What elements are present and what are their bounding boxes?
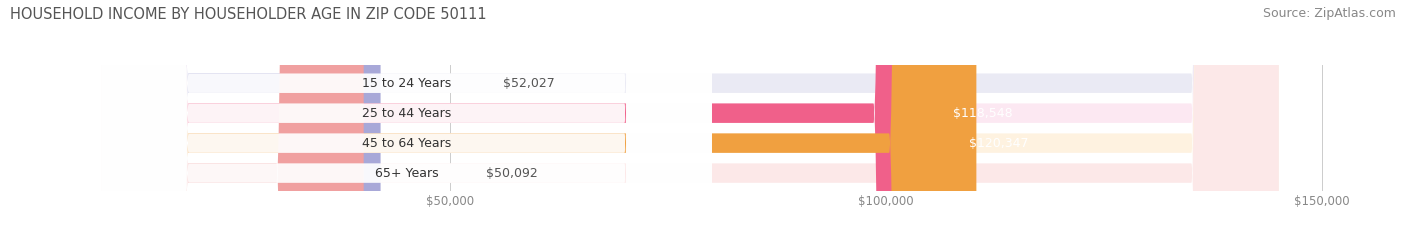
FancyBboxPatch shape bbox=[101, 0, 976, 233]
FancyBboxPatch shape bbox=[101, 0, 960, 233]
Text: 15 to 24 Years: 15 to 24 Years bbox=[361, 77, 451, 90]
Text: 65+ Years: 65+ Years bbox=[374, 167, 439, 180]
Text: $52,027: $52,027 bbox=[503, 77, 554, 90]
FancyBboxPatch shape bbox=[101, 0, 1278, 233]
FancyBboxPatch shape bbox=[101, 0, 1278, 233]
Text: $50,092: $50,092 bbox=[486, 167, 537, 180]
FancyBboxPatch shape bbox=[101, 0, 1278, 233]
FancyBboxPatch shape bbox=[101, 0, 711, 233]
Text: $120,347: $120,347 bbox=[969, 137, 1029, 150]
Text: Source: ZipAtlas.com: Source: ZipAtlas.com bbox=[1263, 7, 1396, 20]
FancyBboxPatch shape bbox=[101, 0, 711, 233]
Text: 45 to 64 Years: 45 to 64 Years bbox=[361, 137, 451, 150]
Text: $118,548: $118,548 bbox=[953, 107, 1012, 120]
Text: 25 to 44 Years: 25 to 44 Years bbox=[361, 107, 451, 120]
FancyBboxPatch shape bbox=[101, 0, 381, 233]
Text: HOUSEHOLD INCOME BY HOUSEHOLDER AGE IN ZIP CODE 50111: HOUSEHOLD INCOME BY HOUSEHOLDER AGE IN Z… bbox=[10, 7, 486, 22]
FancyBboxPatch shape bbox=[101, 0, 364, 233]
FancyBboxPatch shape bbox=[101, 0, 711, 233]
FancyBboxPatch shape bbox=[101, 0, 711, 233]
FancyBboxPatch shape bbox=[101, 0, 1278, 233]
